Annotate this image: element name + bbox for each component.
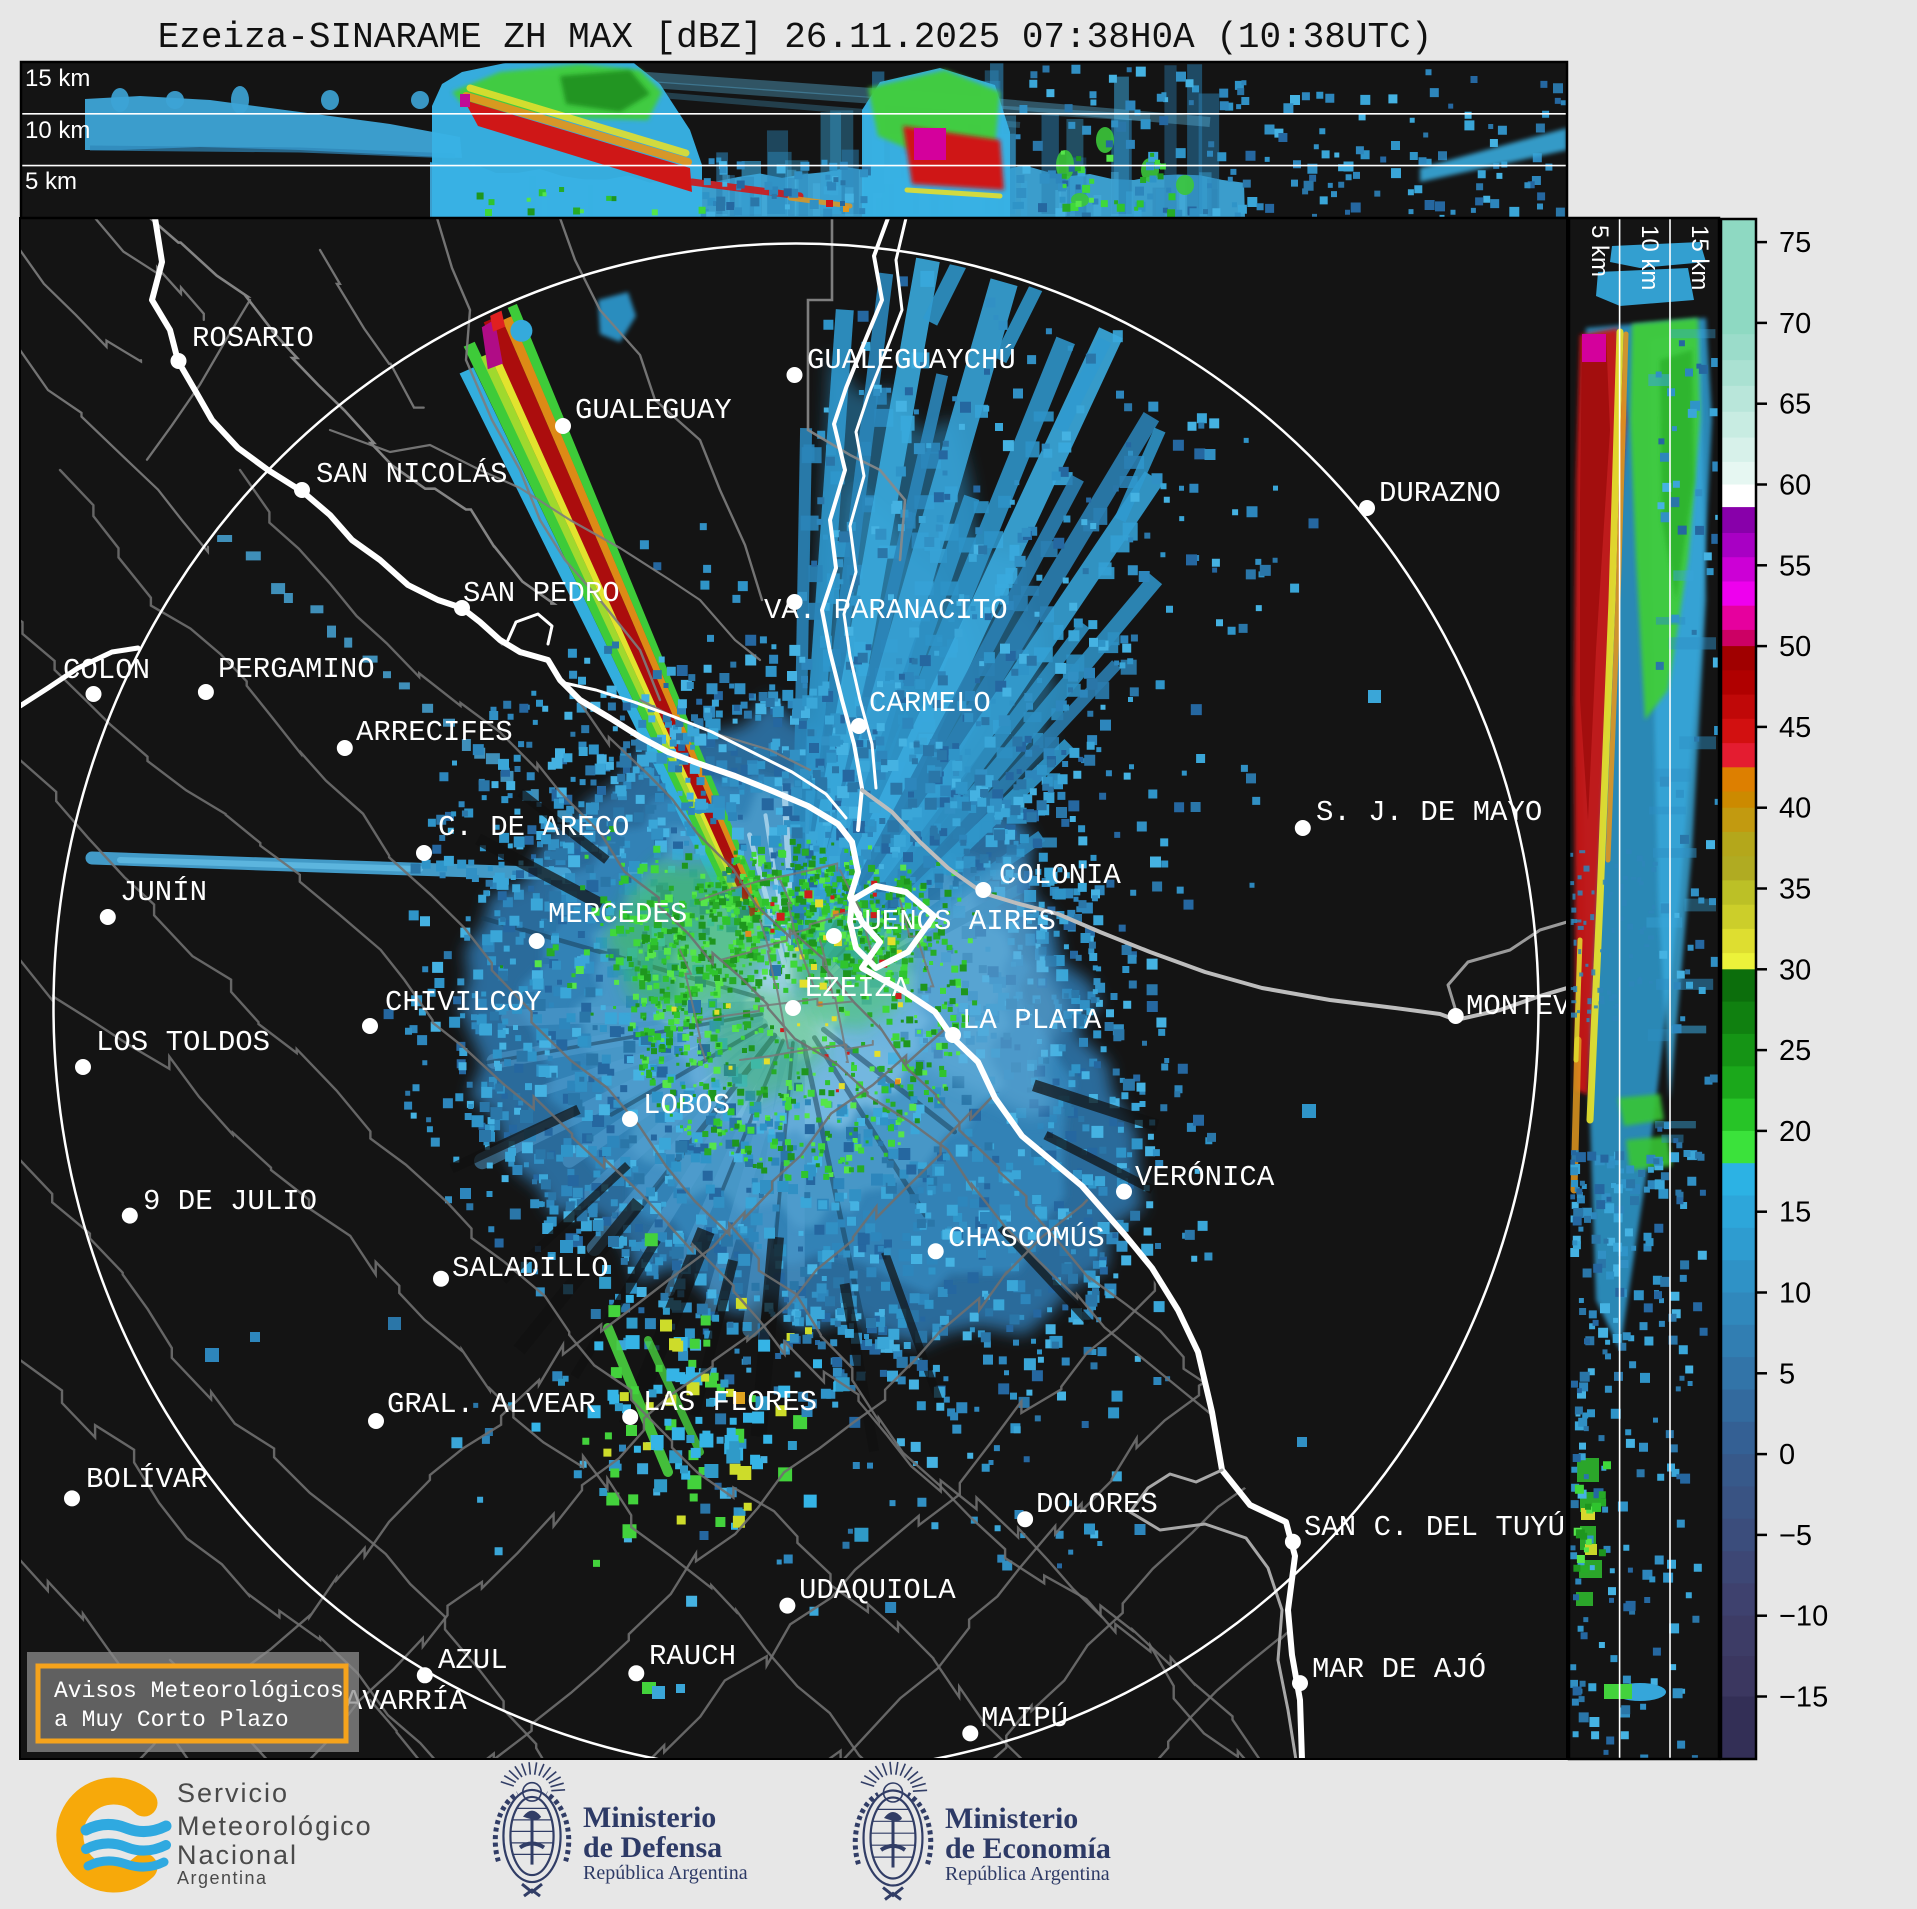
svg-text:C. DE ARECO: C. DE ARECO	[438, 811, 629, 844]
svg-text:Ezeiza-SINARAME ZH MAX [dBZ] 2: Ezeiza-SINARAME ZH MAX [dBZ] 26.11.2025 …	[158, 17, 1433, 58]
svg-text:LOBOS: LOBOS	[643, 1089, 730, 1122]
svg-text:55: 55	[1779, 550, 1811, 582]
svg-text:−15: −15	[1779, 1682, 1828, 1714]
svg-text:BUENOS AIRES: BUENOS AIRES	[847, 905, 1056, 938]
svg-text:−5: −5	[1779, 1520, 1812, 1552]
svg-text:EZEIZA: EZEIZA	[805, 972, 910, 1005]
svg-text:0: 0	[1779, 1439, 1795, 1471]
svg-text:UDAQUIOLA: UDAQUIOLA	[799, 1574, 956, 1607]
svg-text:a Muy Corto Plazo: a Muy Corto Plazo	[54, 1707, 289, 1733]
svg-text:5 km: 5 km	[25, 168, 77, 195]
svg-text:10: 10	[1779, 1278, 1811, 1310]
svg-text:Servicio: Servicio	[177, 1778, 289, 1808]
svg-text:MONTEVIDEO: MONTEVIDEO	[1466, 990, 1640, 1023]
svg-text:S. J. DE MAYO: S. J. DE MAYO	[1316, 796, 1542, 829]
svg-text:GRAL. ALVEAR: GRAL. ALVEAR	[387, 1388, 596, 1421]
svg-text:PERGAMINO: PERGAMINO	[218, 653, 375, 686]
svg-text:Argentina: Argentina	[177, 1868, 268, 1888]
svg-text:50: 50	[1779, 631, 1811, 663]
svg-text:COLON: COLON	[63, 654, 150, 687]
svg-text:GUALEGUAY: GUALEGUAY	[575, 394, 732, 427]
svg-text:CHIVILCOY: CHIVILCOY	[385, 986, 542, 1019]
svg-text:RAUCH: RAUCH	[649, 1640, 736, 1673]
svg-text:10 km: 10 km	[1636, 225, 1663, 290]
svg-text:BOLÍVAR: BOLÍVAR	[86, 1462, 208, 1496]
svg-text:SAN NICOLÁS: SAN NICOLÁS	[316, 457, 507, 491]
svg-text:Ministerio: Ministerio	[945, 1802, 1078, 1835]
svg-text:15 km: 15 km	[1686, 225, 1713, 290]
svg-text:LA PLATA: LA PLATA	[962, 1004, 1102, 1037]
svg-text:−10: −10	[1779, 1601, 1828, 1633]
svg-text:SAN PEDRO: SAN PEDRO	[463, 577, 620, 610]
svg-text:Nacional: Nacional	[177, 1840, 298, 1870]
svg-text:JUNÍN: JUNÍN	[120, 875, 207, 909]
svg-text:70: 70	[1779, 308, 1811, 340]
svg-text:35: 35	[1779, 874, 1811, 906]
svg-text:VERÓNICA: VERÓNICA	[1135, 1160, 1275, 1194]
svg-text:LAS FLORES: LAS FLORES	[643, 1386, 817, 1419]
svg-text:Avisos Meteorológicos: Avisos Meteorológicos	[54, 1678, 344, 1704]
svg-text:VA. PARANACITO: VA. PARANACITO	[764, 594, 1008, 627]
svg-text:AZUL: AZUL	[438, 1644, 508, 1677]
svg-text:DURAZNO: DURAZNO	[1379, 477, 1501, 510]
svg-text:40: 40	[1779, 793, 1811, 825]
svg-text:SAN C. DEL TUYÚ: SAN C. DEL TUYÚ	[1304, 1510, 1565, 1544]
svg-text:MERCEDES: MERCEDES	[548, 898, 687, 931]
svg-text:de Economía: de Economía	[945, 1832, 1111, 1865]
svg-text:ARRECIFES: ARRECIFES	[356, 716, 513, 749]
svg-text:DOLORES: DOLORES	[1036, 1488, 1158, 1521]
svg-text:Ministerio: Ministerio	[583, 1801, 716, 1834]
svg-text:LOS TOLDOS: LOS TOLDOS	[96, 1026, 270, 1059]
svg-text:10 km: 10 km	[25, 117, 90, 144]
svg-text:República Argentina: República Argentina	[583, 1862, 748, 1884]
svg-text:COLONIA: COLONIA	[999, 859, 1121, 892]
svg-text:15: 15	[1779, 1197, 1811, 1229]
svg-text:60: 60	[1779, 470, 1811, 502]
svg-text:5 km: 5 km	[1586, 225, 1613, 277]
svg-text:MAIPÚ: MAIPÚ	[981, 1701, 1068, 1735]
svg-text:9 DE JULIO: 9 DE JULIO	[143, 1185, 317, 1218]
svg-text:20: 20	[1779, 1116, 1811, 1148]
svg-text:75: 75	[1779, 227, 1811, 259]
svg-text:Meteorológico: Meteorológico	[177, 1811, 373, 1841]
svg-text:CARMELO: CARMELO	[869, 687, 991, 720]
svg-text:30: 30	[1779, 954, 1811, 986]
svg-text:SALADILLO: SALADILLO	[452, 1252, 609, 1285]
svg-text:República Argentina: República Argentina	[945, 1863, 1110, 1885]
svg-text:45: 45	[1779, 712, 1811, 744]
svg-text:CHASCOMÚS: CHASCOMÚS	[948, 1221, 1105, 1255]
svg-text:15 km: 15 km	[25, 65, 90, 92]
svg-text:MAR DE AJÓ: MAR DE AJÓ	[1312, 1652, 1486, 1686]
svg-text:ROSARIO: ROSARIO	[192, 322, 314, 355]
svg-text:65: 65	[1779, 389, 1811, 421]
svg-text:25: 25	[1779, 1035, 1811, 1067]
svg-text:GUALEGUAYCHÚ: GUALEGUAYCHÚ	[807, 343, 1016, 377]
svg-text:de Defensa: de Defensa	[583, 1831, 722, 1864]
svg-text:5: 5	[1779, 1358, 1795, 1390]
